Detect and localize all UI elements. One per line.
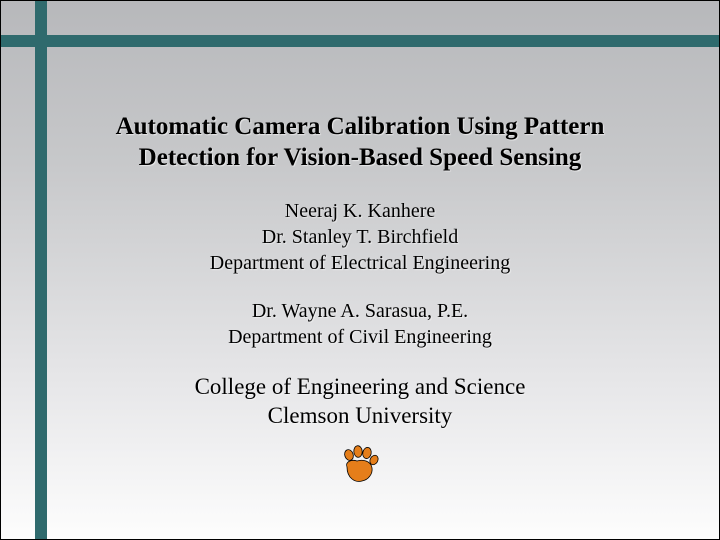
affiliation-line: Clemson University (1, 401, 719, 431)
title-line-1: Automatic Camera Calibration Using Patte… (1, 111, 719, 142)
affiliation-block: College of Engineering and Science Clems… (1, 372, 719, 432)
affiliation-line: College of Engineering and Science (1, 372, 719, 402)
author-line: Department of Civil Engineering (1, 324, 719, 350)
logo-container (1, 445, 719, 490)
author-line: Neeraj K. Kanhere (1, 198, 719, 224)
horizontal-accent-bar (1, 35, 719, 47)
authors-block-2: Dr. Wayne A. Sarasua, P.E. Department of… (1, 298, 719, 350)
author-line: Department of Electrical Engineering (1, 250, 719, 276)
author-line: Dr. Stanley T. Birchfield (1, 224, 719, 250)
content-area: Automatic Camera Calibration Using Patte… (1, 111, 719, 490)
title-line-2: Detection for Vision-Based Speed Sensing (1, 142, 719, 173)
tiger-paw-icon (339, 445, 381, 490)
author-line: Dr. Wayne A. Sarasua, P.E. (1, 298, 719, 324)
slide: Automatic Camera Calibration Using Patte… (0, 0, 720, 540)
slide-title: Automatic Camera Calibration Using Patte… (1, 111, 719, 174)
authors-block-1: Neeraj K. Kanhere Dr. Stanley T. Birchfi… (1, 198, 719, 276)
